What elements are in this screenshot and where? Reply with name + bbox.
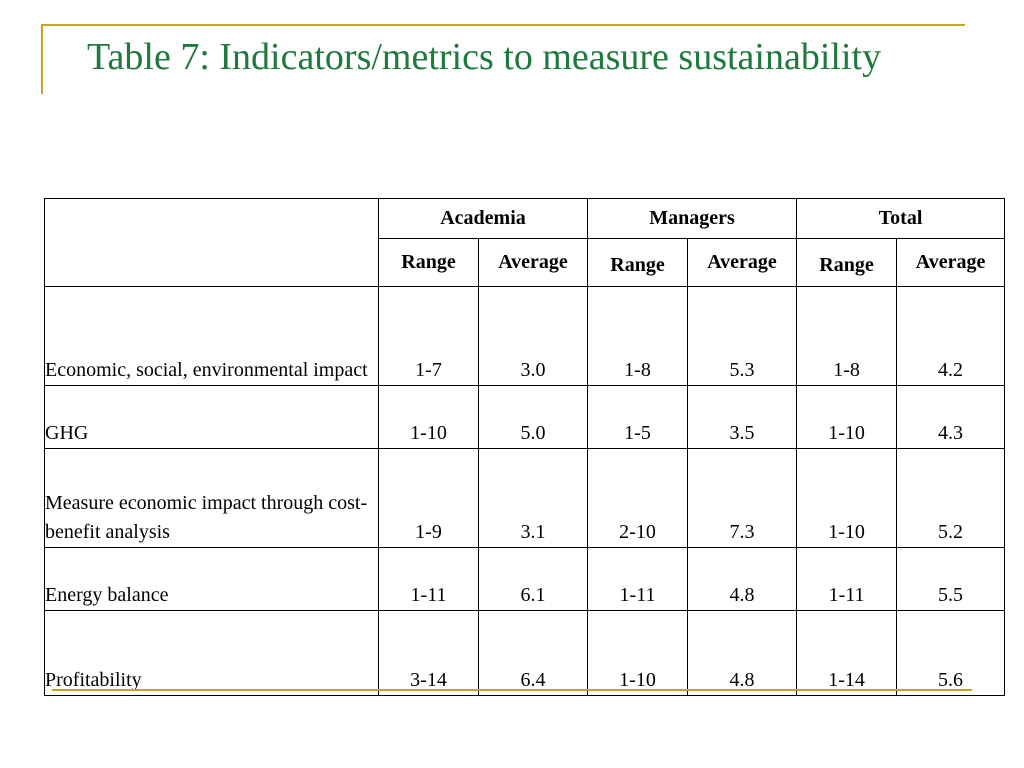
accent-left-line [41, 24, 43, 94]
subheader-average: Average [687, 238, 798, 287]
group-header-total: Total [796, 198, 1006, 239]
cell-value: 1-11 [378, 547, 479, 611]
cell-value: 3.5 [687, 385, 798, 449]
subheader-range: Range [796, 238, 898, 287]
cell-value: 4.2 [896, 286, 1006, 386]
cell-value: 1-9 [378, 448, 479, 548]
subheader-range: Range [587, 238, 689, 287]
cell-value: 3.1 [477, 448, 589, 548]
row-label: Measure economic impact through cost-ben… [44, 448, 379, 548]
cell-value: 1-14 [796, 610, 898, 696]
cell-value: 1-10 [796, 385, 898, 449]
accent-bottom-line [52, 689, 972, 691]
cell-value: 7.3 [687, 448, 798, 548]
group-header-managers: Managers [587, 198, 798, 239]
cell-value: 1-10 [796, 448, 898, 548]
subheader-average: Average [896, 238, 1006, 287]
cell-value: 2-10 [587, 448, 689, 548]
cell-value: 1-5 [587, 385, 689, 449]
subheader-range: Range [378, 238, 479, 287]
row-label: Energy balance [44, 547, 379, 611]
row-label: GHG [44, 385, 379, 449]
cell-value: 1-10 [587, 610, 689, 696]
cell-value: 1-11 [796, 547, 898, 611]
slide-title: Table 7: Indicators/metrics to measure s… [87, 36, 882, 78]
cell-value: 5.5 [896, 547, 1006, 611]
cell-value: 1-8 [587, 286, 689, 386]
cell-value: 5.3 [687, 286, 798, 386]
cell-value: 1-7 [378, 286, 479, 386]
accent-top-line [41, 24, 965, 26]
table-row: GHG 1-10 5.0 1-5 3.5 1-10 4.3 [44, 385, 1006, 449]
cell-value: 6.4 [477, 610, 589, 696]
subheader-row: Range Average Range Average Range Averag… [45, 238, 1006, 287]
group-header-academia: Academia [377, 198, 589, 239]
cell-value: 1-11 [587, 547, 689, 611]
cell-value: 1-10 [378, 385, 479, 449]
cell-value: 4.8 [687, 610, 798, 696]
cell-value: 4.8 [687, 547, 798, 611]
indicators-table: Academia Managers Total Range Average Ra… [44, 198, 1006, 696]
cell-value: 4.3 [896, 385, 1006, 449]
table-row: Profitability 3-14 6.4 1-10 4.8 1-14 5.6 [44, 610, 1006, 696]
corner-cell [44, 198, 379, 287]
cell-value: 5.2 [896, 448, 1006, 548]
table-row: Energy balance 1-11 6.1 1-11 4.8 1-11 5.… [44, 547, 1006, 611]
table-row: Economic, social, environmental impact 1… [44, 286, 1006, 386]
cell-value: 1-8 [796, 286, 898, 386]
cell-value: 6.1 [477, 547, 589, 611]
subheader-average: Average [477, 238, 589, 287]
row-label: Profitability [44, 610, 379, 696]
cell-value: 5.0 [477, 385, 589, 449]
cell-value: 5.6 [896, 610, 1006, 696]
table-row: Measure economic impact through cost-ben… [44, 448, 1006, 548]
row-label: Economic, social, environmental impact [44, 286, 379, 386]
group-header-row: Academia Managers Total [44, 198, 1006, 287]
cell-value: 3-14 [378, 610, 479, 696]
cell-value: 3.0 [477, 286, 589, 386]
